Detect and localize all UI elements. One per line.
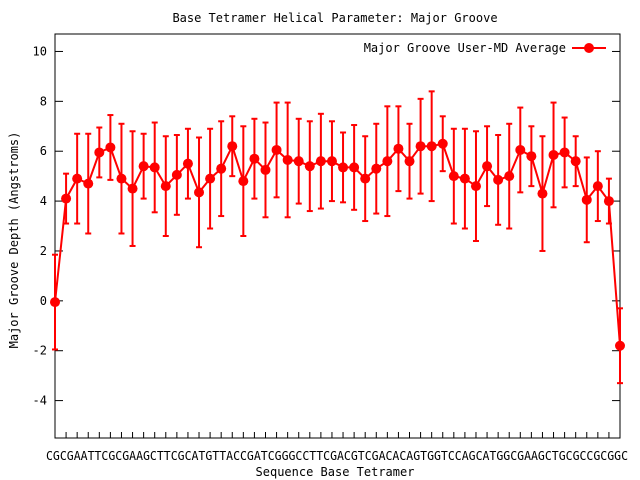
data-point xyxy=(592,181,603,192)
data-point xyxy=(293,156,304,167)
data-point xyxy=(426,141,437,152)
x-tick-labels: CGCGAATTCGCGAAGCTTCGCATGTTACCGATCGGGCCTT… xyxy=(46,449,628,463)
data-point xyxy=(149,162,160,173)
data-point xyxy=(482,161,493,172)
data-point xyxy=(504,171,515,182)
series-line xyxy=(54,142,621,346)
data-point xyxy=(194,187,205,198)
chart-title: Base Tetramer Helical Parameter: Major G… xyxy=(172,11,497,25)
data-point xyxy=(581,194,592,205)
data-point xyxy=(459,173,470,184)
data-point xyxy=(415,141,426,152)
data-point xyxy=(515,144,526,155)
data-point xyxy=(282,154,293,165)
data-point xyxy=(138,161,149,172)
data-point xyxy=(570,156,581,167)
legend: Major Groove User-MD Average xyxy=(364,41,606,55)
data-point xyxy=(116,173,127,184)
data-point xyxy=(559,147,570,158)
data-point xyxy=(537,188,548,199)
plot-frame xyxy=(54,33,621,439)
data-point xyxy=(393,143,404,154)
y-tick-label: 4 xyxy=(40,194,47,208)
data-point xyxy=(227,141,238,152)
data-point xyxy=(83,178,94,189)
x-axis-label: Sequence Base Tetramer xyxy=(256,465,415,479)
legend-label: Major Groove User-MD Average xyxy=(364,41,566,55)
data-point xyxy=(315,156,326,167)
data-point xyxy=(548,149,559,160)
data-point xyxy=(72,173,83,184)
y-axis-label: Major Groove Depth (Angstroms) xyxy=(7,132,21,349)
data-point xyxy=(205,173,216,184)
data-point xyxy=(105,142,116,153)
data-point xyxy=(50,297,60,308)
y-tick-label: 2 xyxy=(40,244,47,258)
data-point xyxy=(437,138,448,149)
legend-marker-swatch xyxy=(584,43,594,53)
data-point xyxy=(271,144,282,155)
data-point xyxy=(493,174,504,185)
data-point xyxy=(360,173,371,184)
data-point xyxy=(404,156,415,167)
data-point xyxy=(338,162,349,173)
data-point xyxy=(160,181,171,192)
data-point xyxy=(94,147,105,158)
y-tick-label: 8 xyxy=(40,94,47,108)
data-point xyxy=(382,156,393,167)
data-point xyxy=(304,161,315,172)
y-tick-label: 10 xyxy=(33,44,47,58)
data-point xyxy=(260,164,271,175)
data-point xyxy=(448,171,459,182)
y-tick-label: 0 xyxy=(40,294,47,308)
data-point xyxy=(216,163,227,174)
y-tick-label: 6 xyxy=(40,144,47,158)
data-point xyxy=(127,183,138,194)
data-point xyxy=(371,163,382,174)
data-point xyxy=(249,153,260,164)
data-point xyxy=(326,156,337,167)
data-point xyxy=(526,151,537,162)
data-point xyxy=(615,340,625,351)
y-tick-label: -4 xyxy=(33,394,47,408)
data-point xyxy=(238,176,249,187)
data-point xyxy=(182,158,193,169)
data-point xyxy=(349,162,360,173)
data-point xyxy=(470,181,481,192)
data-point xyxy=(61,193,72,204)
y-tick-label: -2 xyxy=(33,344,47,358)
data-point xyxy=(603,196,614,207)
data-point xyxy=(171,169,182,180)
